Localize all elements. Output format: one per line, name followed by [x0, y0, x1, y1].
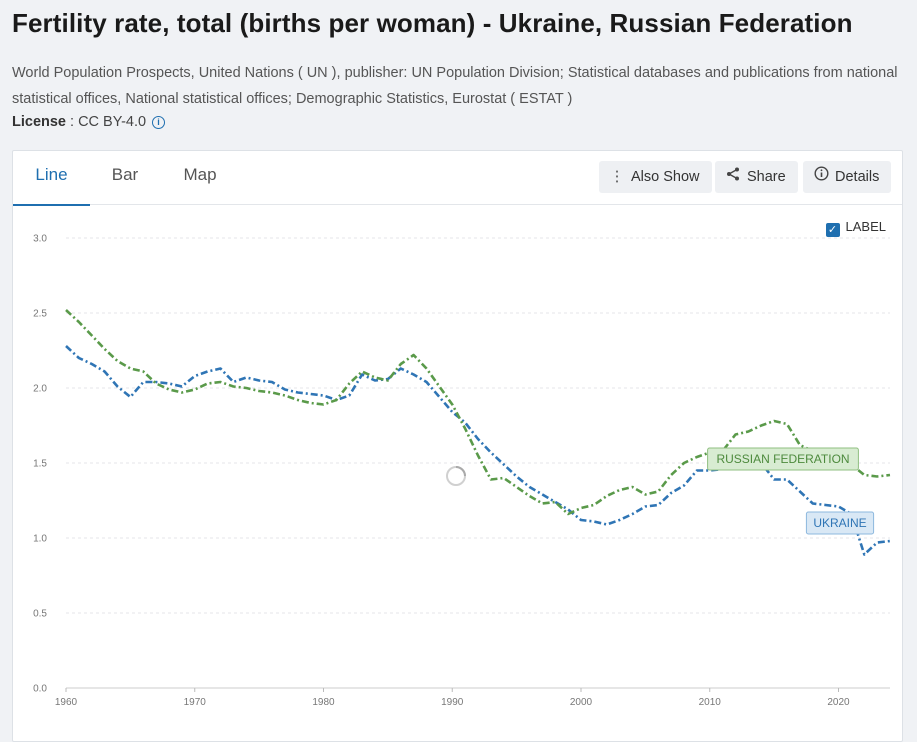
series-end-label: RUSSIAN FEDERATION: [707, 447, 859, 471]
x-tick-label: 2000: [570, 697, 593, 708]
y-tick-label: 3.0: [33, 234, 47, 245]
label-toggle[interactable]: ✓ LABEL: [825, 219, 886, 237]
page-title: Fertility rate, total (births per woman)…: [12, 8, 853, 38]
label-toggle-text: LABEL: [845, 219, 886, 234]
details-button[interactable]: Details: [803, 161, 892, 193]
tab-bar-chart[interactable]: Bar: [111, 165, 139, 184]
info-icon[interactable]: i: [152, 116, 166, 129]
source-text: World Population Prospects, United Natio…: [12, 65, 898, 107]
license-value: : CC BY-4.0: [66, 114, 147, 130]
also-show-button[interactable]: ⋮ Also Show: [599, 161, 712, 193]
loading-spinner-arc: [455, 466, 466, 477]
line-chart: 0.0 0.5 1.0 1.5 2.0 2.5 3.0 1960 1970 1980 1990 200…: [33, 234, 891, 708]
info-circle-icon: [813, 161, 829, 193]
y-tick-label: 2.0: [33, 384, 47, 395]
share-label: Share: [747, 169, 786, 185]
series-end-label: UKRAINE: [805, 511, 875, 535]
y-tick-label: 0.0: [33, 684, 47, 695]
share-button[interactable]: Share: [715, 161, 798, 193]
series-line-russian-federation: [65, 309, 891, 516]
details-label: Details: [835, 169, 880, 185]
y-tick-label: 1.0: [33, 534, 47, 545]
more-vertical-icon: ⋮: [609, 169, 625, 185]
tab-line[interactable]: Line: [13, 151, 90, 206]
license-label: License: [12, 114, 66, 130]
checkbox-checked-icon[interactable]: ✓: [825, 223, 840, 237]
x-tick-label: 1990: [441, 697, 464, 708]
series-end-label-box: [805, 511, 875, 535]
y-tick-label: 1.5: [33, 459, 47, 470]
series-end-label-text: UKRAINE: [813, 516, 866, 530]
y-tick-label: 2.5: [33, 309, 47, 320]
share-icon: [725, 161, 741, 193]
chart-card: Line Bar Map ⋮ Also Show Share Details ✓ L…: [12, 150, 903, 742]
tab-map[interactable]: Map: [183, 165, 217, 184]
license-line: License : CC BY-4.0 i: [12, 114, 166, 130]
series-end-label-text: RUSSIAN FEDERATION: [716, 452, 849, 466]
x-tick-label: 2010: [699, 697, 722, 708]
y-tick-label: 0.5: [33, 609, 47, 620]
series-end-label-box: [707, 447, 859, 471]
tab-bar: Line Bar Map ⋮ Also Show Share Details: [13, 151, 902, 206]
x-tick-label: 2020: [827, 697, 850, 708]
x-tick-label: 1970: [184, 697, 207, 708]
x-tick-label: 1960: [55, 697, 78, 708]
also-show-label: Also Show: [631, 169, 700, 185]
x-tick-label: 1980: [312, 697, 335, 708]
